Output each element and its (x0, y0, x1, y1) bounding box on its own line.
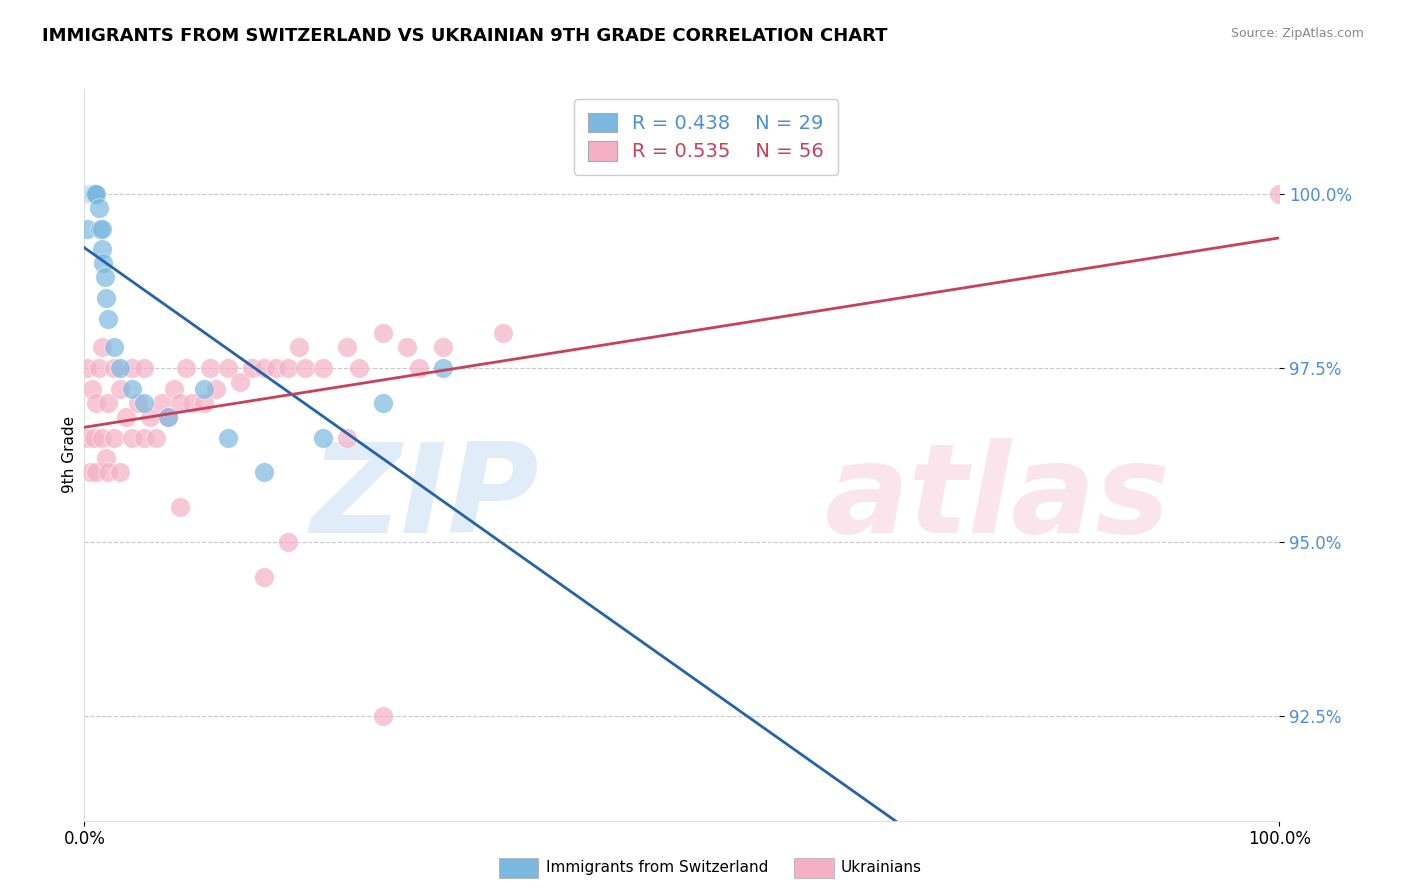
Point (193, 382, 215, 396)
Point (253, 360, 276, 375)
Point (145, 430, 167, 444)
Y-axis label: 9th Grade: 9th Grade (62, 417, 77, 493)
Point (217, 360, 239, 375)
Point (205, 382, 228, 396)
Point (115, 409, 138, 424)
Text: Immigrants from Switzerland: Immigrants from Switzerland (546, 861, 768, 875)
Point (76, 221, 98, 235)
Point (121, 360, 143, 375)
Point (373, 326, 395, 340)
Point (132, 430, 156, 444)
Point (80, 382, 103, 396)
Point (87, 201, 110, 215)
Point (94, 451, 117, 466)
Point (91, 221, 114, 235)
Point (432, 360, 454, 375)
Text: IMMIGRANTS FROM SWITZERLAND VS UKRAINIAN 9TH GRADE CORRELATION CHART: IMMIGRANTS FROM SWITZERLAND VS UKRAINIAN… (42, 27, 887, 45)
Point (91, 430, 114, 444)
Point (94, 291, 117, 305)
Point (253, 466, 276, 480)
Point (80, 186, 103, 201)
Point (103, 430, 125, 444)
Point (86, 395, 108, 409)
Point (1268, 186, 1291, 201)
Point (217, 430, 239, 444)
Point (169, 500, 191, 515)
Point (83, 186, 105, 201)
Point (163, 382, 186, 396)
Point (373, 709, 395, 723)
Point (181, 395, 204, 409)
Point (110, 360, 132, 375)
Point (277, 535, 299, 549)
Point (110, 466, 132, 480)
Point (240, 360, 263, 375)
Point (253, 570, 276, 584)
Point (349, 360, 371, 375)
Point (198, 360, 221, 375)
Point (121, 382, 143, 396)
Point (93, 270, 115, 285)
Point (89, 221, 111, 235)
Point (91, 340, 114, 354)
Text: Source: ZipAtlas.com: Source: ZipAtlas.com (1230, 27, 1364, 40)
Point (97, 466, 120, 480)
Point (157, 409, 180, 424)
Point (288, 340, 311, 354)
Point (408, 360, 430, 375)
Point (492, 326, 515, 340)
Point (264, 360, 287, 375)
Point (396, 340, 419, 354)
Text: Ukrainians: Ukrainians (841, 861, 922, 875)
Point (91, 243, 114, 257)
Point (432, 340, 454, 354)
Point (277, 360, 299, 375)
Text: atlas: atlas (825, 438, 1171, 559)
Point (76, 360, 98, 375)
Point (121, 430, 143, 444)
Point (75, 430, 97, 444)
Point (83, 430, 105, 444)
Point (193, 395, 215, 409)
Point (373, 395, 395, 409)
Point (97, 395, 120, 409)
Point (103, 340, 125, 354)
Point (110, 382, 132, 396)
Text: ZIP: ZIP (309, 438, 538, 559)
Point (139, 409, 162, 424)
Point (150, 395, 173, 409)
Point (83, 186, 105, 201)
Point (229, 375, 252, 389)
Point (87, 360, 110, 375)
Point (93, 256, 115, 270)
Point (86, 466, 108, 480)
Legend: R = 0.438    N = 29, R = 0.535    N = 56: R = 0.438 N = 29, R = 0.535 N = 56 (574, 99, 838, 175)
Point (336, 340, 359, 354)
Point (127, 395, 149, 409)
Point (312, 360, 335, 375)
Point (294, 360, 316, 375)
Point (97, 312, 120, 326)
Point (80, 186, 103, 201)
Point (79, 466, 101, 480)
Point (157, 409, 180, 424)
Point (84, 186, 107, 201)
Point (103, 360, 125, 375)
Point (174, 360, 197, 375)
Point (86, 186, 108, 201)
Point (79, 186, 101, 201)
Point (132, 360, 156, 375)
Point (169, 395, 191, 409)
Point (312, 430, 335, 444)
Point (336, 430, 359, 444)
Point (82, 186, 104, 201)
Point (79, 186, 101, 201)
Point (132, 395, 156, 409)
